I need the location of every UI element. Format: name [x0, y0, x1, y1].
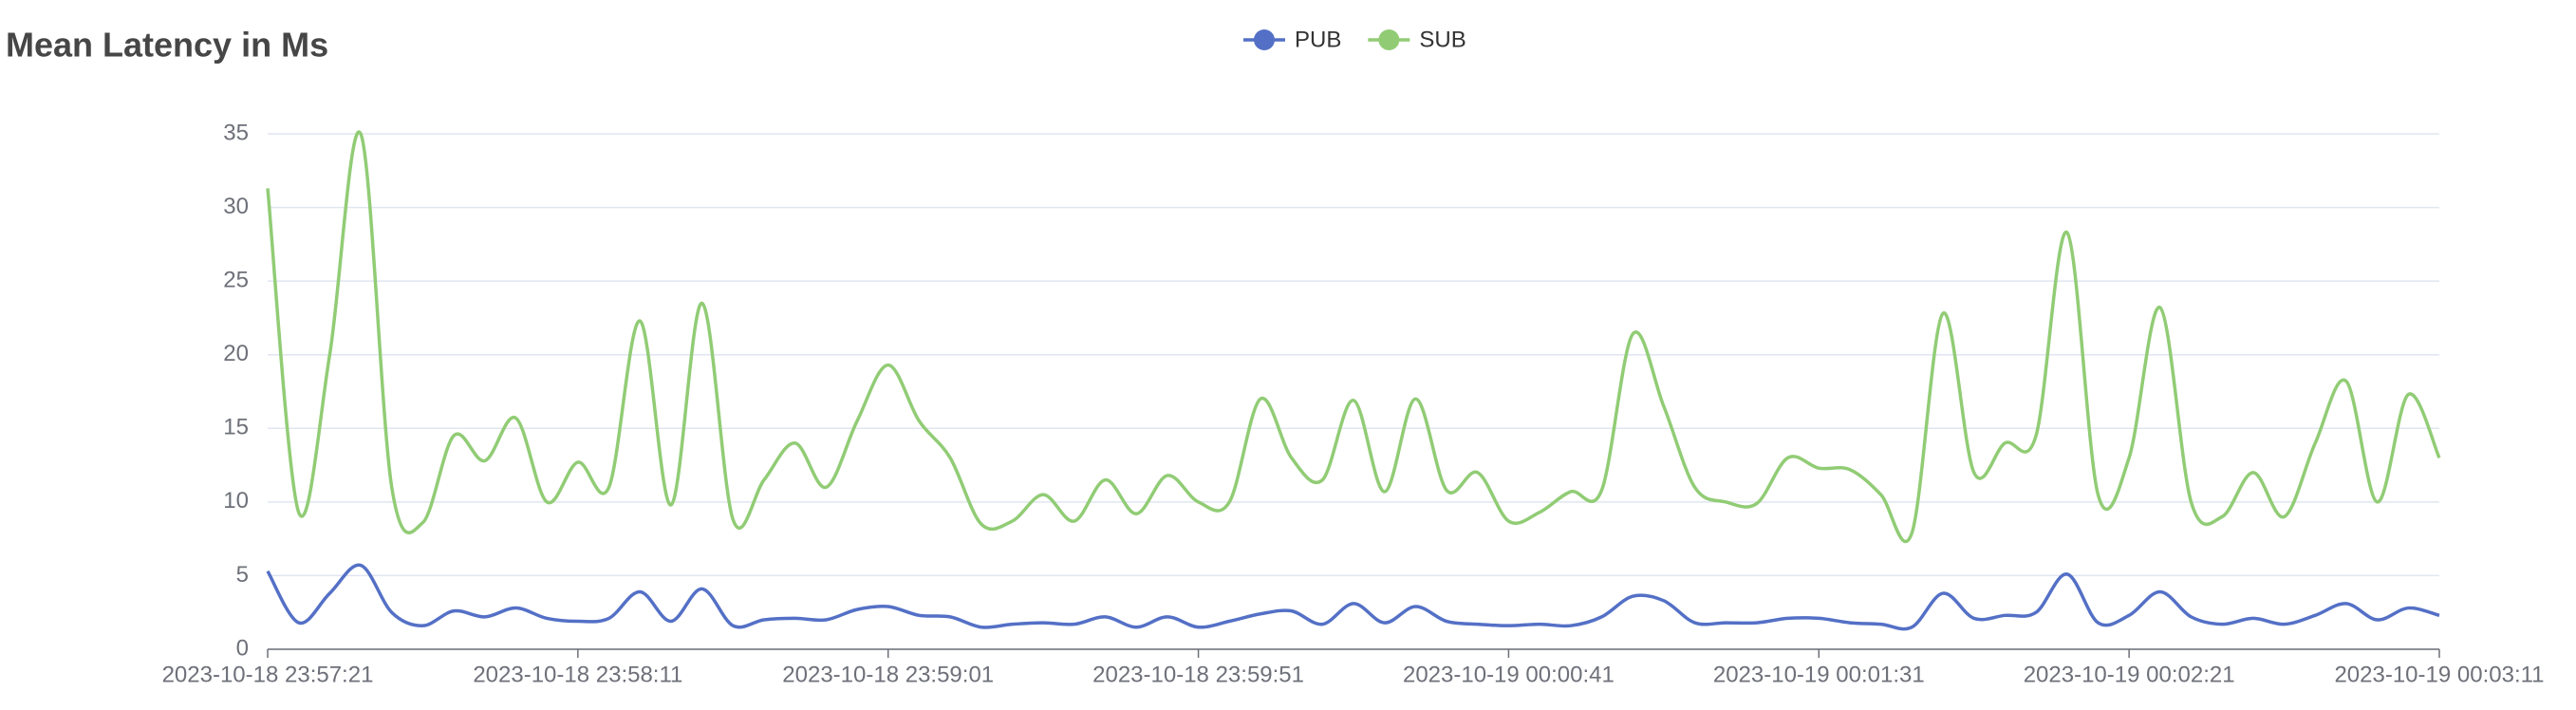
x-tick-label: 2023-10-18 23:59:01 [782, 662, 994, 687]
y-tick-label: 30 [223, 194, 249, 219]
legend-marker [1378, 29, 1400, 50]
legend-label: SUB [1419, 27, 1465, 52]
x-tick-label: 2023-10-19 00:03:11 [2334, 662, 2544, 687]
y-tick-label: 0 [236, 635, 249, 661]
series-line [266, 130, 2441, 544]
y-tick-label: 10 [223, 488, 249, 514]
chart-title: Mean Latency in Ms [6, 26, 328, 65]
y-tick-label: 15 [223, 415, 249, 440]
legend-marker [1254, 29, 1275, 50]
x-tick-label: 2023-10-19 00:01:31 [1713, 662, 1925, 687]
y-tick-label: 25 [223, 267, 249, 292]
x-tick-label: 2023-10-18 23:58:11 [473, 662, 682, 687]
x-tick-label: 2023-10-18 23:57:21 [162, 662, 374, 687]
y-tick-label: 35 [223, 120, 249, 145]
series-line [266, 563, 2440, 631]
legend-label: PUB [1295, 27, 1341, 52]
x-tick-label: 2023-10-18 23:59:51 [1092, 662, 1304, 687]
x-tick-label: 2023-10-19 00:02:21 [2024, 662, 2235, 687]
y-tick-label: 20 [223, 341, 249, 366]
y-tick-label: 5 [236, 562, 249, 588]
x-tick-label: 2023-10-19 00:00:41 [1403, 662, 1615, 687]
